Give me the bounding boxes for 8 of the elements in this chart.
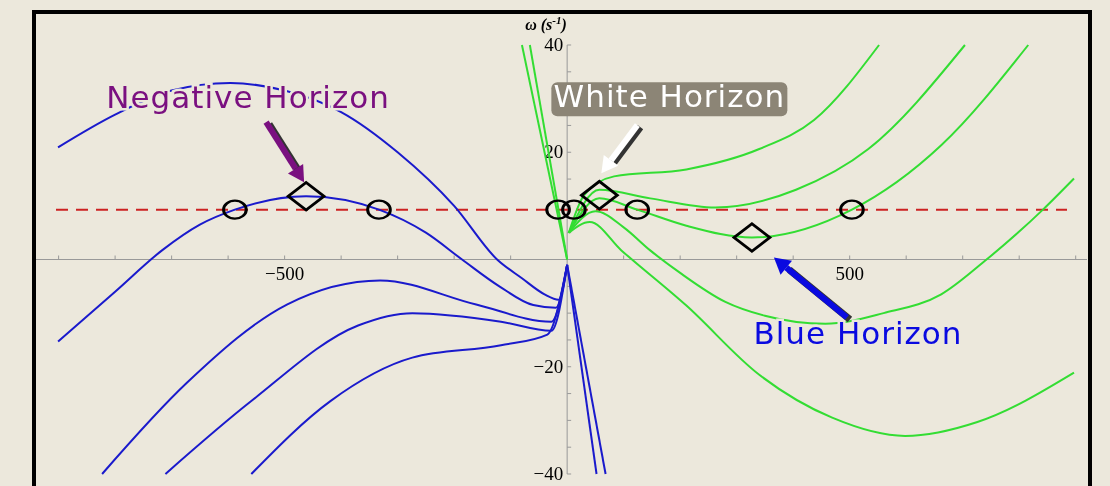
x-tick-label: 500 (835, 262, 864, 284)
annotation: Blue Horizon (753, 314, 963, 351)
y-tick-label: 40 (544, 34, 564, 55)
y-tick-label: −20 (533, 355, 564, 377)
y-axis-title: ω (s$^{-1}$) (525, 14, 567, 34)
y-tick-label: −40 (533, 463, 564, 484)
x-tick-label: −500 (265, 262, 305, 284)
annotation: White Horizon (553, 78, 786, 115)
